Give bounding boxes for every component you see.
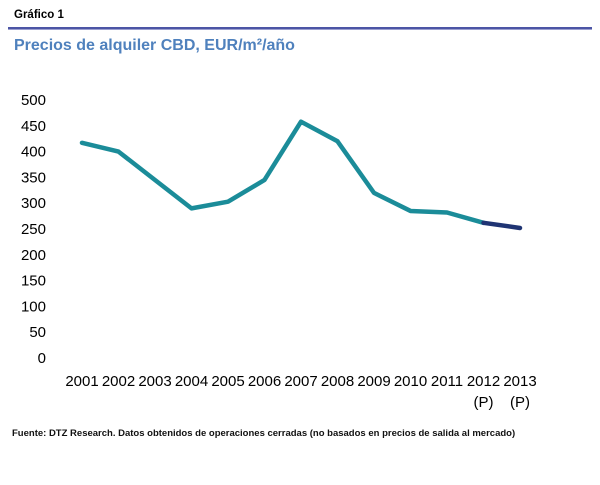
x-tick-label: 2007 (284, 373, 317, 390)
y-tick-label: 100 (21, 298, 46, 315)
y-tick-label: 400 (21, 144, 46, 161)
y-tick-label: 350 (21, 169, 46, 186)
x-tick-label: 2009 (357, 373, 390, 390)
y-tick-label: 50 (29, 324, 46, 341)
source-note: Fuente: DTZ Research. Datos obtenidos de… (12, 428, 516, 439)
line-series-actual (79, 119, 486, 226)
y-tick-label: 0 (38, 350, 46, 367)
x-tick-label: 2011 (431, 373, 463, 390)
y-tick-label: 300 (21, 195, 46, 212)
figure-label: Gráfico 1 (14, 9, 64, 21)
y-tick-label: 250 (21, 221, 46, 238)
x-tick-label: 2010 (394, 373, 427, 390)
provisional-marker: (P) (474, 394, 494, 411)
x-tick-label: 2012 (467, 373, 500, 390)
y-tick-label: 200 (21, 247, 46, 264)
line-series-provisional (481, 220, 523, 231)
x-tick-label: 2004 (175, 373, 208, 390)
x-tick-label: 2003 (138, 373, 171, 390)
x-tick-label: 2006 (248, 373, 281, 390)
x-tick-label: 2013 (503, 373, 536, 390)
chart-title: Precios de alquiler CBD, EUR/m²/año (14, 37, 295, 54)
y-tick-label: 450 (21, 118, 46, 135)
y-tick-label: 500 (21, 92, 46, 109)
x-tick-label: 2005 (211, 373, 244, 390)
y-tick-label: 150 (21, 273, 46, 290)
provisional-marker: (P) (510, 394, 530, 411)
header-divider (8, 27, 592, 30)
x-tick-label: 2008 (321, 373, 354, 390)
x-tick-label: 2001 (65, 373, 98, 390)
x-tick-label: 2002 (102, 373, 135, 390)
